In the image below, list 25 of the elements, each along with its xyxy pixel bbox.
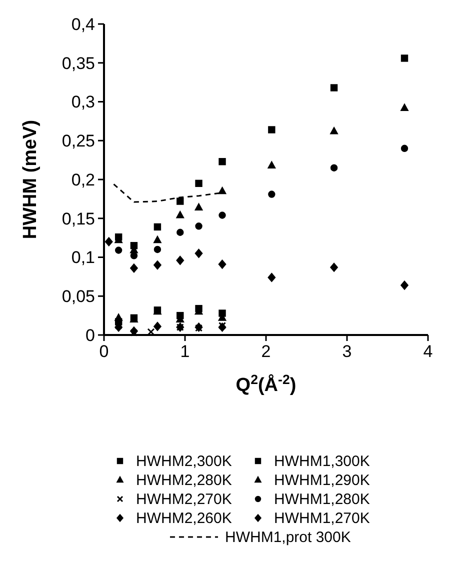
x-tick-label: 3 — [342, 342, 352, 361]
legend-label: HWHM2,260K — [136, 510, 232, 527]
legend-label: HWHM1,prot 300K — [225, 529, 351, 546]
legend-label: HWHM2,280K — [136, 472, 232, 489]
y-tick-label: 0 — [86, 326, 95, 345]
y-axis-title: HWHM (meV) — [20, 120, 41, 240]
y-tick-label: 0,05 — [62, 287, 95, 306]
legend-label: HWHM2,300K — [136, 453, 232, 470]
legend-label: HWHM2,270K — [136, 491, 232, 508]
y-tick-label: 0,35 — [62, 54, 95, 73]
legend-label: HWHM1,300K — [274, 453, 370, 470]
legend-label: HWHM1,290K — [274, 472, 370, 489]
x-tick-label: 0 — [99, 342, 109, 361]
x-tick-label: 1 — [180, 342, 190, 361]
y-tick-label: 0,4 — [71, 14, 95, 34]
legend-label: HWHM1,280K — [274, 491, 370, 508]
x-tick-label: 4 — [423, 342, 433, 361]
y-tick-label: 0,25 — [62, 132, 95, 151]
y-tick-label: 0,3 — [71, 92, 95, 112]
x-tick-label: 2 — [261, 342, 271, 361]
y-tick-label: 0,2 — [71, 170, 95, 190]
y-tick-label: 0,15 — [62, 209, 95, 228]
x-axis-title: Q$^{2}$(Å$^{-2}$) — [236, 372, 296, 396]
legend-label: HWHM1,270K — [274, 510, 370, 527]
y-tick-label: 0,1 — [71, 248, 95, 268]
